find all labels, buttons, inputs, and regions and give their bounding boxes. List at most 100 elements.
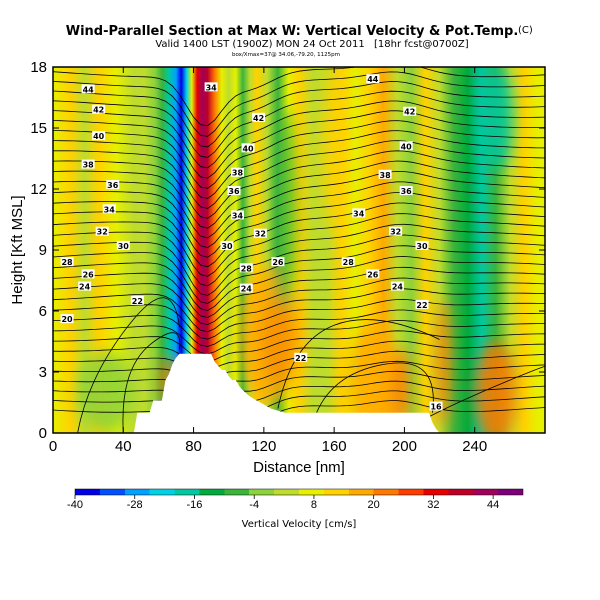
x-tick-label-6: 240 xyxy=(462,438,487,455)
x-tick-label-3: 120 xyxy=(251,438,276,455)
theta-contour-27 xyxy=(53,120,545,189)
w-feature-4 xyxy=(436,298,451,429)
contour-label-5: 34 xyxy=(102,204,116,214)
contour-label-text: 22 xyxy=(416,301,427,310)
contour-label-text: 26 xyxy=(272,258,284,267)
vertical-velocity-features xyxy=(77,67,517,433)
y-tick-label-6: 18 xyxy=(30,59,47,76)
colorbar-tick-label-3: -4 xyxy=(249,499,259,511)
contour-label-text: 42 xyxy=(404,108,415,117)
theta-contour-26 xyxy=(53,130,545,199)
contour-label-23: 24 xyxy=(239,283,253,294)
contour-label-32: 30 xyxy=(415,240,429,251)
contour-label-text: 40 xyxy=(93,132,105,141)
colorbar-tick-label-6: 32 xyxy=(427,499,439,511)
contour-label-text: 34 xyxy=(104,205,116,214)
contour-label-text: 30 xyxy=(118,242,130,251)
theta-low-contour-2 xyxy=(277,319,440,409)
contour-label-9: 26 xyxy=(81,269,95,279)
contour-label-text: 36 xyxy=(107,181,119,190)
theta-contour-31 xyxy=(53,81,545,148)
y-tick-label-0: 0 xyxy=(39,425,47,442)
contour-label-8: 28 xyxy=(60,257,74,267)
contour-label-37: 16 xyxy=(429,401,443,412)
theta-contour-15 xyxy=(53,245,545,304)
contour-label-25: 44 xyxy=(366,74,380,84)
y-axis-label: Height [Kft MSL] xyxy=(9,195,26,304)
contour-label-35: 24 xyxy=(390,281,404,292)
colorbar-tick-label-7: 44 xyxy=(487,499,499,511)
contour-label-text: 20 xyxy=(61,315,73,324)
contour-label-29: 36 xyxy=(399,186,413,196)
theta-low-contour-1 xyxy=(77,297,180,433)
theta-contour-1 xyxy=(53,390,545,412)
theta-contour-20 xyxy=(53,192,545,258)
contour-label-10: 24 xyxy=(78,281,92,292)
contour-label-15: 40 xyxy=(241,143,255,153)
theta-contour-16 xyxy=(53,234,545,296)
contour-label-17: 36 xyxy=(227,186,241,196)
theta-contour-12 xyxy=(53,277,545,326)
w-feature-10 xyxy=(321,67,347,230)
contour-label-text: 22 xyxy=(295,354,306,363)
theta-contour-17 xyxy=(53,223,545,287)
chart-subtitle: Valid 1400 LST (1900Z) MON 24 Oct 2011 xyxy=(155,39,364,50)
contour-label-text: 22 xyxy=(132,297,143,306)
contour-label-text: 42 xyxy=(253,114,264,123)
y-tick-label-3: 9 xyxy=(39,242,47,259)
contour-label-text: 32 xyxy=(255,230,266,239)
contour-label-text: 38 xyxy=(232,169,244,178)
contour-label-28: 38 xyxy=(378,169,392,180)
contour-label-text: 34 xyxy=(206,83,218,92)
y-tick-label-1: 3 xyxy=(39,364,47,381)
theta-low-contour-3 xyxy=(316,362,434,413)
contour-label-6: 32 xyxy=(95,226,109,237)
theta-contour-29 xyxy=(53,100,545,169)
contour-label-text: 32 xyxy=(97,228,108,237)
theta-contour-9 xyxy=(53,309,545,347)
contour-label-34: 26 xyxy=(366,269,380,279)
w-feature-6 xyxy=(392,347,410,429)
contour-label-33: 28 xyxy=(341,257,355,267)
contour-label-text: 28 xyxy=(343,258,355,267)
colorbar-ticks: -40 -28 -16 -4 8 20 32 44 xyxy=(67,495,499,511)
theta-contour-22 xyxy=(53,170,545,239)
w-feature-7 xyxy=(77,351,134,433)
x-tick-label-2: 80 xyxy=(185,438,202,455)
theta-low-contour-4 xyxy=(428,365,545,418)
title-mark: (C) xyxy=(518,25,533,36)
contour-label-2: 40 xyxy=(92,131,106,141)
contour-label-26: 42 xyxy=(403,106,417,117)
theta-contour-28 xyxy=(53,110,545,179)
x-tick-label-5: 200 xyxy=(392,438,417,455)
contour-label-text: 38 xyxy=(380,171,392,180)
potential-temperature-contours xyxy=(53,67,545,433)
contour-label-31: 32 xyxy=(389,226,403,237)
contour-label-text: 26 xyxy=(367,270,379,279)
plot-area: 44 42 40 38 36 34 32 30 28 26 24 22 20 34 42 40 38 36 34 32… xyxy=(53,67,545,433)
subtitle-note: [18hr fcst@0700Z] xyxy=(374,39,469,50)
fineprint: box/Xmax=37@ 34.06,-79.20, 1125pm xyxy=(232,52,340,58)
theta-contour-10 xyxy=(53,298,545,340)
contour-label-text: 38 xyxy=(83,161,95,170)
contour-label-text: 30 xyxy=(221,242,233,251)
contour-label-text: 34 xyxy=(232,211,244,220)
contour-label-21: 28 xyxy=(239,263,253,273)
contour-label-text: 34 xyxy=(353,209,365,218)
contour-label-text: 36 xyxy=(228,187,240,196)
contour-label-text: 28 xyxy=(61,258,73,267)
contour-label-1: 42 xyxy=(92,104,106,115)
theta-contour-19 xyxy=(53,202,545,268)
contour-label-24: 22 xyxy=(294,352,308,363)
theta-contour-21 xyxy=(53,181,545,249)
y-tick-label-5: 15 xyxy=(30,120,47,137)
contour-label-18: 34 xyxy=(231,210,244,220)
theta-contour-30 xyxy=(53,90,545,158)
colorbar-tick-label-2: -16 xyxy=(187,499,203,511)
contour-label-14: 42 xyxy=(252,112,266,123)
theta-contour-32 xyxy=(53,71,545,137)
y-tick-label-2: 6 xyxy=(39,303,47,320)
colorbar-tick-label-4: 8 xyxy=(311,499,317,511)
colorbar-tick-label-0: -40 xyxy=(67,499,83,511)
